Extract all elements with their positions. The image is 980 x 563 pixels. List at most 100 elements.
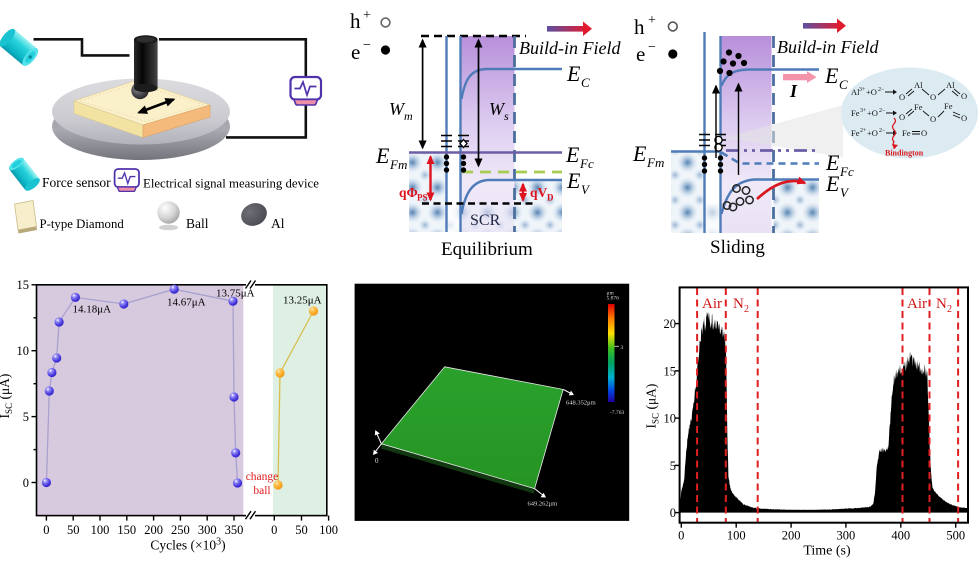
svg-text:E: E [825, 171, 840, 196]
svg-text:300: 300 [837, 529, 856, 543]
svg-text:O: O [961, 113, 967, 123]
svg-text:C: C [839, 77, 848, 92]
svg-text:h: h [634, 15, 645, 39]
svg-text:200: 200 [144, 523, 163, 537]
svg-text:W: W [389, 99, 406, 119]
svg-text:h: h [350, 9, 361, 33]
svg-text:Build-in Field: Build-in Field [519, 38, 621, 58]
svg-text:Build-in Field: Build-in Field [777, 37, 879, 57]
svg-text:PS: PS [417, 193, 428, 203]
svg-text:5: 5 [670, 459, 676, 473]
svg-text:350: 350 [225, 523, 244, 537]
svg-text:P-type Diamond: P-type Diamond [40, 217, 125, 231]
svg-text:400: 400 [891, 529, 910, 543]
svg-text:−: − [363, 38, 371, 53]
svg-text:15: 15 [17, 278, 30, 292]
svg-text:3+: 3+ [859, 87, 866, 93]
svg-text:E: E [825, 150, 840, 175]
svg-text:2: 2 [947, 304, 952, 315]
svg-text:2−: 2− [879, 128, 886, 134]
svg-text:SCR: SCR [470, 212, 501, 229]
svg-text:250: 250 [171, 523, 190, 537]
svg-text:Al: Al [914, 80, 923, 90]
svg-text:100: 100 [91, 523, 110, 537]
svg-text:s: s [504, 109, 509, 123]
svg-text:20: 20 [664, 317, 677, 331]
svg-text:E: E [632, 141, 647, 166]
svg-text:15: 15 [664, 365, 677, 379]
svg-text:O: O [921, 128, 927, 138]
svg-text:0: 0 [23, 476, 29, 490]
svg-text:+: + [648, 13, 656, 28]
svg-text:I: I [789, 81, 798, 101]
svg-text:E: E [565, 142, 580, 167]
svg-text:0: 0 [271, 523, 277, 537]
svg-text:Cycles (×103): Cycles (×103) [150, 537, 225, 553]
svg-text:D: D [547, 193, 554, 203]
svg-text:qΦ: qΦ [399, 185, 418, 200]
svg-text:qV: qV [530, 185, 548, 200]
svg-text:Equilibrium: Equilibrium [441, 239, 533, 260]
svg-text:N: N [936, 296, 947, 312]
svg-text:V: V [840, 185, 850, 200]
svg-text:3+: 3+ [860, 108, 867, 114]
svg-text:2−: 2− [879, 108, 886, 114]
svg-text:Ball: Ball [186, 216, 209, 231]
svg-text:O: O [930, 92, 936, 102]
svg-text:Fc: Fc [579, 156, 594, 171]
svg-text:5: 5 [23, 410, 29, 424]
svg-text:O: O [961, 91, 967, 101]
svg-text:Air: Air [702, 296, 722, 312]
svg-text:2: 2 [744, 304, 749, 315]
svg-text:50: 50 [67, 523, 80, 537]
svg-text:O: O [899, 92, 905, 102]
svg-text:E: E [824, 63, 839, 88]
svg-text:e: e [351, 40, 360, 64]
svg-text:Al: Al [946, 80, 955, 90]
svg-text:Force sensor: Force sensor [42, 175, 111, 190]
svg-text:0: 0 [670, 506, 676, 520]
svg-text:2−: 2− [878, 87, 885, 93]
svg-text:+O: +O [867, 108, 878, 118]
svg-text:500: 500 [946, 529, 965, 543]
svg-text:O: O [930, 114, 936, 124]
svg-text:13.25μA: 13.25μA [283, 295, 322, 307]
svg-text:648.352μm: 648.352μm [566, 400, 596, 407]
svg-text:10: 10 [17, 344, 30, 358]
svg-text:Bindington: Bindington [885, 149, 924, 158]
svg-text:2+: 2+ [860, 128, 867, 134]
svg-text:10: 10 [664, 412, 677, 426]
svg-text:m: m [404, 109, 413, 123]
svg-text:13.75μA: 13.75μA [216, 288, 255, 300]
svg-text:Fe: Fe [914, 102, 923, 112]
svg-text:μm: μm [607, 291, 615, 297]
svg-text:Al: Al [271, 216, 285, 231]
svg-text:Al: Al [851, 87, 860, 97]
svg-text:O: O [899, 112, 905, 122]
svg-text:649.262μm: 649.262μm [528, 501, 558, 508]
svg-text:200: 200 [782, 529, 801, 543]
svg-text:Sliding: Sliding [710, 237, 765, 258]
svg-text:Electrical signal measuring de: Electrical signal measuring device [143, 177, 319, 191]
svg-text:ISC (μA): ISC (μA) [644, 384, 661, 429]
svg-text:Fe: Fe [851, 108, 860, 118]
svg-text:e: e [636, 42, 645, 66]
svg-text:E: E [566, 61, 581, 86]
svg-text:−: − [648, 40, 656, 55]
svg-text:Fc: Fc [839, 164, 854, 179]
svg-text:3: 3 [621, 345, 624, 351]
svg-text:Fe: Fe [851, 128, 860, 138]
svg-text:0: 0 [678, 529, 684, 543]
svg-text:Air: Air [907, 296, 927, 312]
svg-text:+O: +O [866, 87, 877, 97]
svg-text:300: 300 [198, 523, 217, 537]
svg-text:Time (s): Time (s) [803, 544, 851, 559]
svg-text:14.67μA: 14.67μA [167, 297, 206, 309]
svg-text:0: 0 [375, 457, 379, 465]
svg-text:W: W [489, 99, 506, 119]
svg-text:Fe: Fe [902, 128, 911, 138]
svg-text:100: 100 [727, 529, 746, 543]
svg-text:change: change [246, 471, 279, 483]
svg-text:50: 50 [295, 523, 308, 537]
svg-text:ball: ball [253, 485, 270, 497]
